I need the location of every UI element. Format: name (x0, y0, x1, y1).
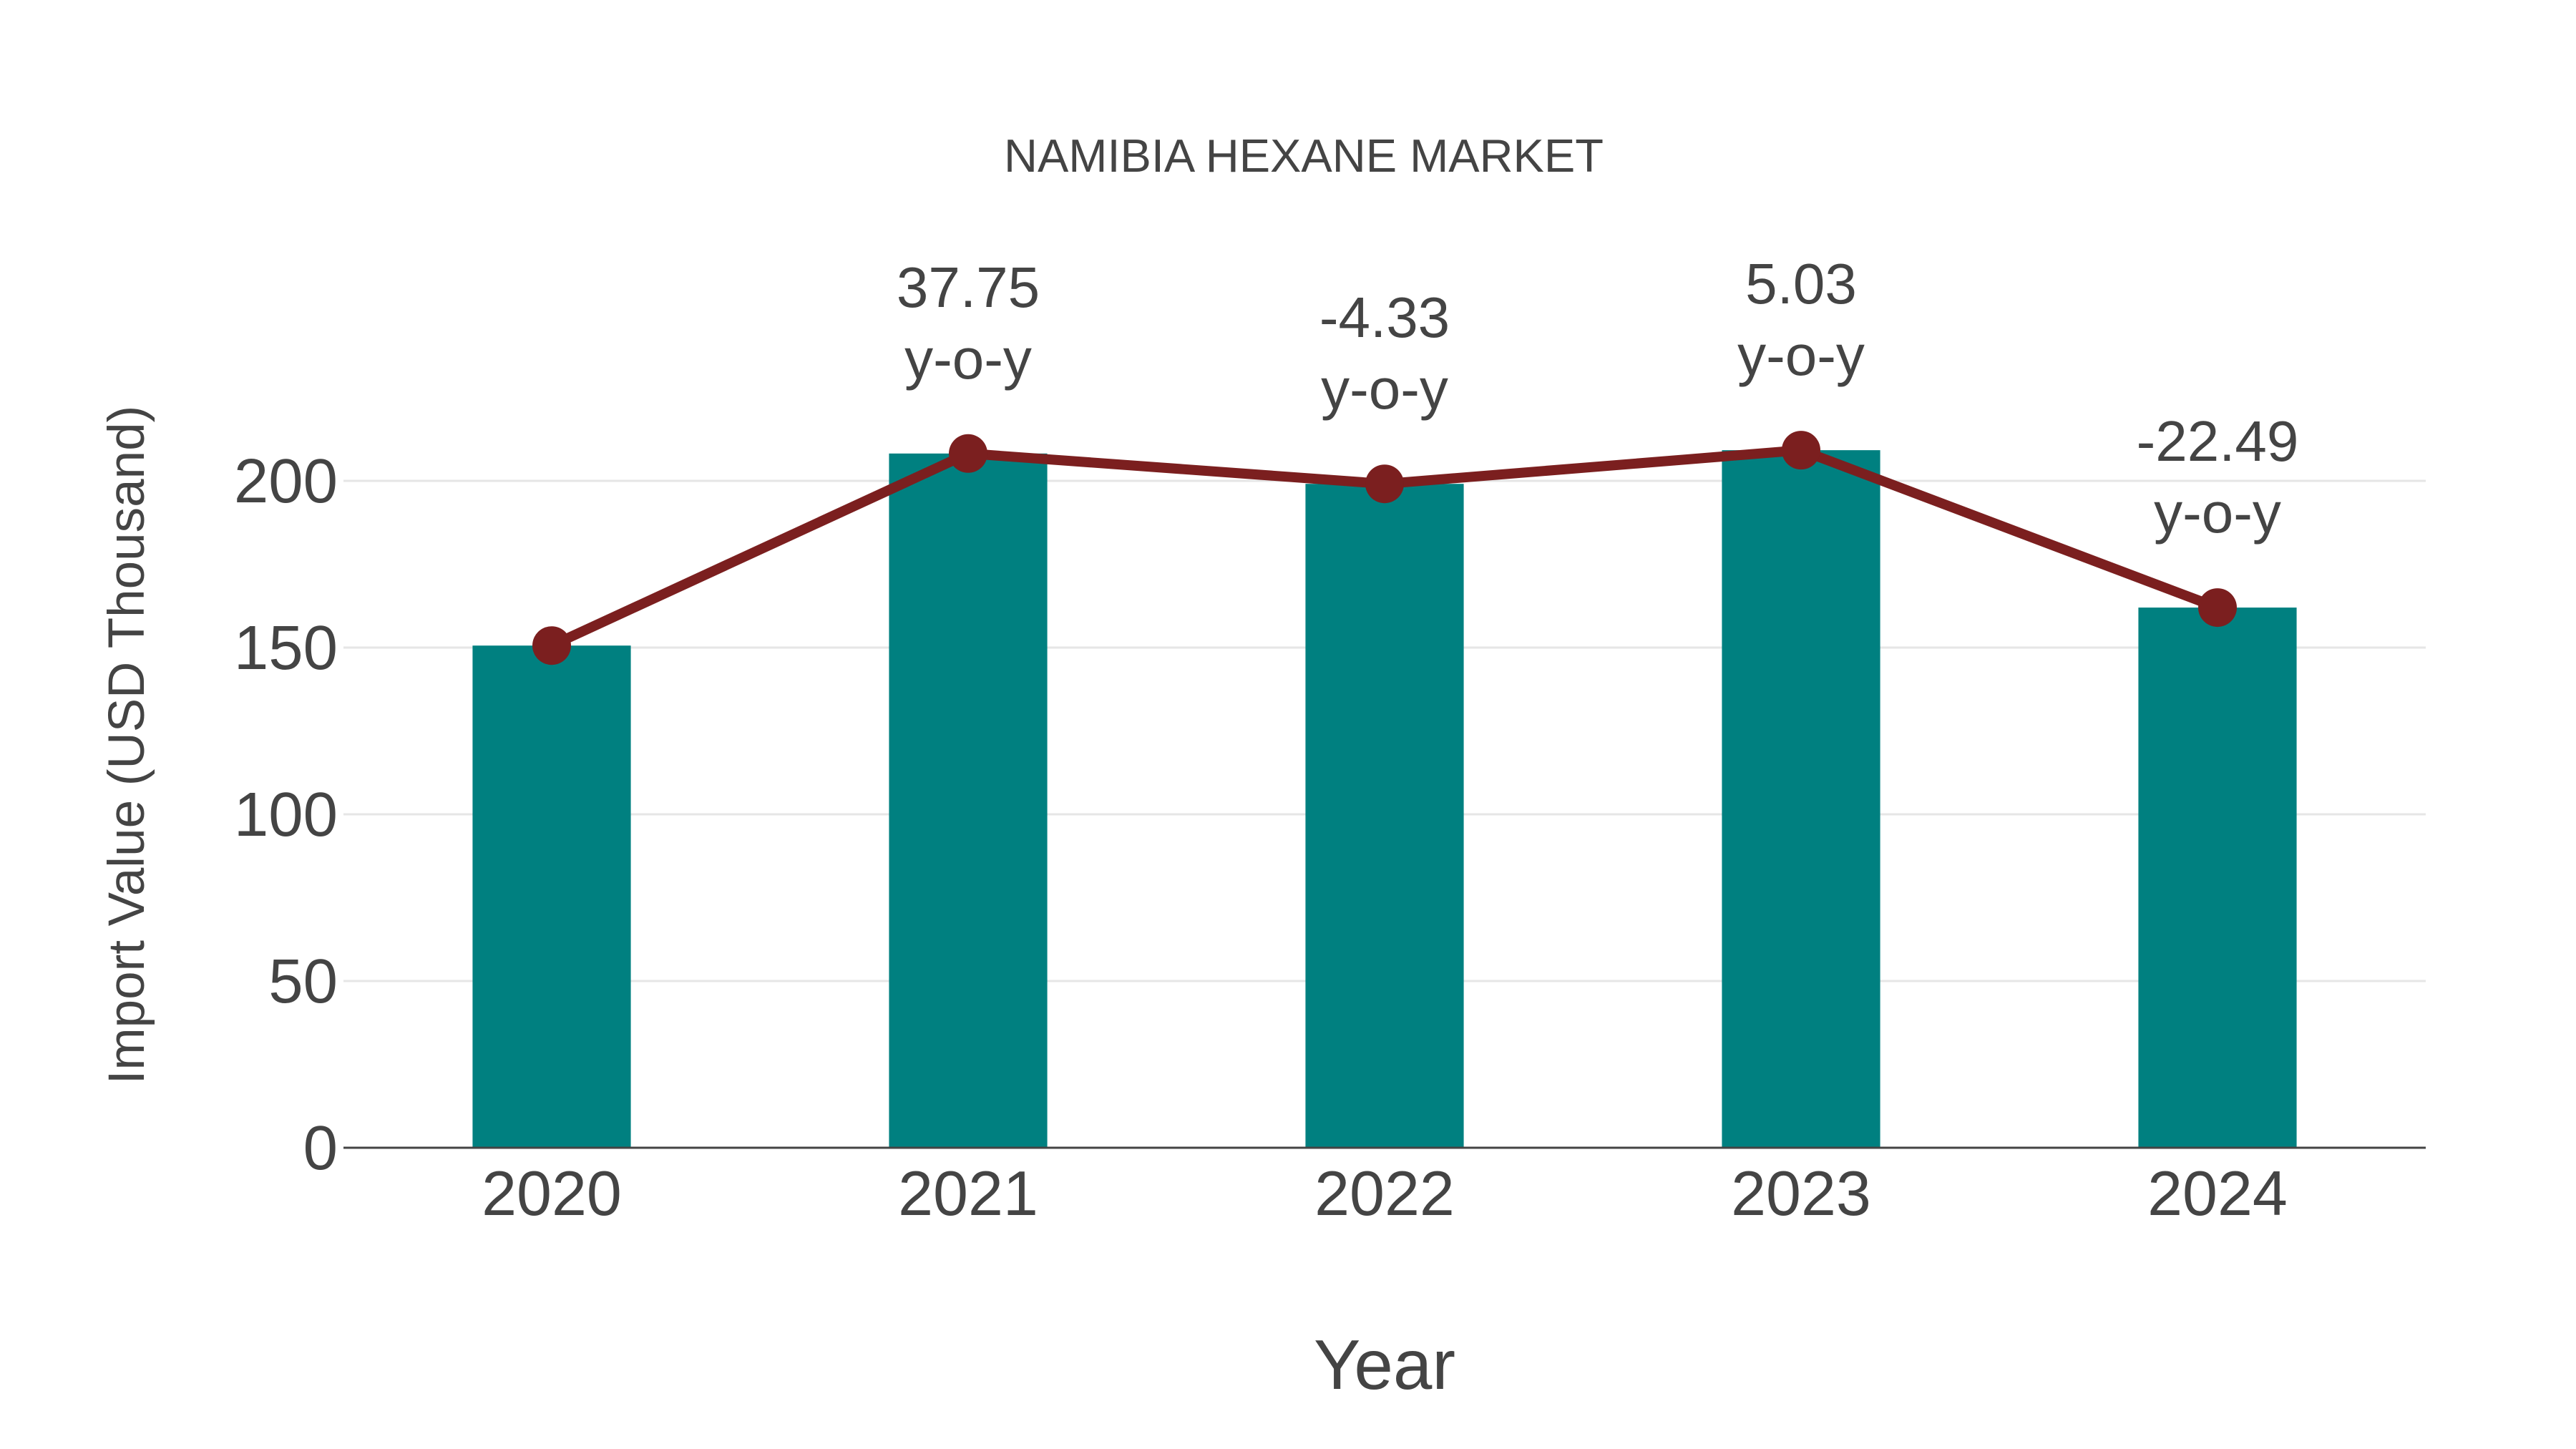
yoy-value: -4.33 (1319, 286, 1450, 349)
yoy-annotations: 37.75 y-o-y -4.33 y-o-y 5.03 y-o-y -22.49 y-o-y (897, 252, 2299, 545)
trend-marker-2020[interactable] (532, 626, 571, 665)
yoy-label: y-o-y (904, 327, 1032, 391)
yoy-label: y-o-y (2154, 481, 2281, 545)
bar-2020[interactable] (472, 645, 631, 1148)
yoy-label: y-o-y (1321, 357, 1448, 421)
bar-series (472, 450, 2297, 1148)
yoy-label: y-o-y (1737, 323, 1865, 387)
bar-2021[interactable] (889, 453, 1048, 1148)
x-axis-ticks: 2020 2021 2022 2023 2024 (482, 1158, 2288, 1229)
trend-marker-2022[interactable] (1365, 464, 1404, 504)
y-tick-label: 0 (303, 1113, 338, 1183)
chart-title: NAMIBIA HEXANE MARKET (1004, 130, 1604, 182)
yoy-value: 37.75 (897, 255, 1040, 319)
x-axis-title: Year (1314, 1325, 1455, 1404)
y-axis-ticks: 0 50 100 150 200 (234, 447, 338, 1183)
y-tick-label: 200 (234, 447, 338, 516)
bar-2024[interactable] (2138, 608, 2297, 1148)
bar-2023[interactable] (1722, 450, 1880, 1148)
trend-marker-2021[interactable] (949, 434, 987, 473)
x-tick-label: 2024 (2147, 1158, 2288, 1229)
yoy-value: -22.49 (2137, 409, 2299, 473)
y-axis-title: Import Value (USD Thousand) (99, 406, 155, 1084)
y-tick-label: 150 (234, 613, 338, 683)
x-tick-label: 2020 (482, 1158, 622, 1229)
line-series (532, 431, 2237, 665)
x-tick-label: 2023 (1731, 1158, 1871, 1229)
bar-2022[interactable] (1305, 484, 1464, 1148)
trend-marker-2024[interactable] (2198, 588, 2237, 628)
trend-marker-2023[interactable] (1782, 431, 1820, 470)
x-tick-label: 2022 (1314, 1158, 1455, 1229)
y-tick-label: 50 (268, 947, 338, 1016)
yoy-value: 5.03 (1745, 252, 1857, 316)
x-tick-label: 2021 (898, 1158, 1038, 1229)
y-tick-label: 100 (234, 780, 338, 849)
